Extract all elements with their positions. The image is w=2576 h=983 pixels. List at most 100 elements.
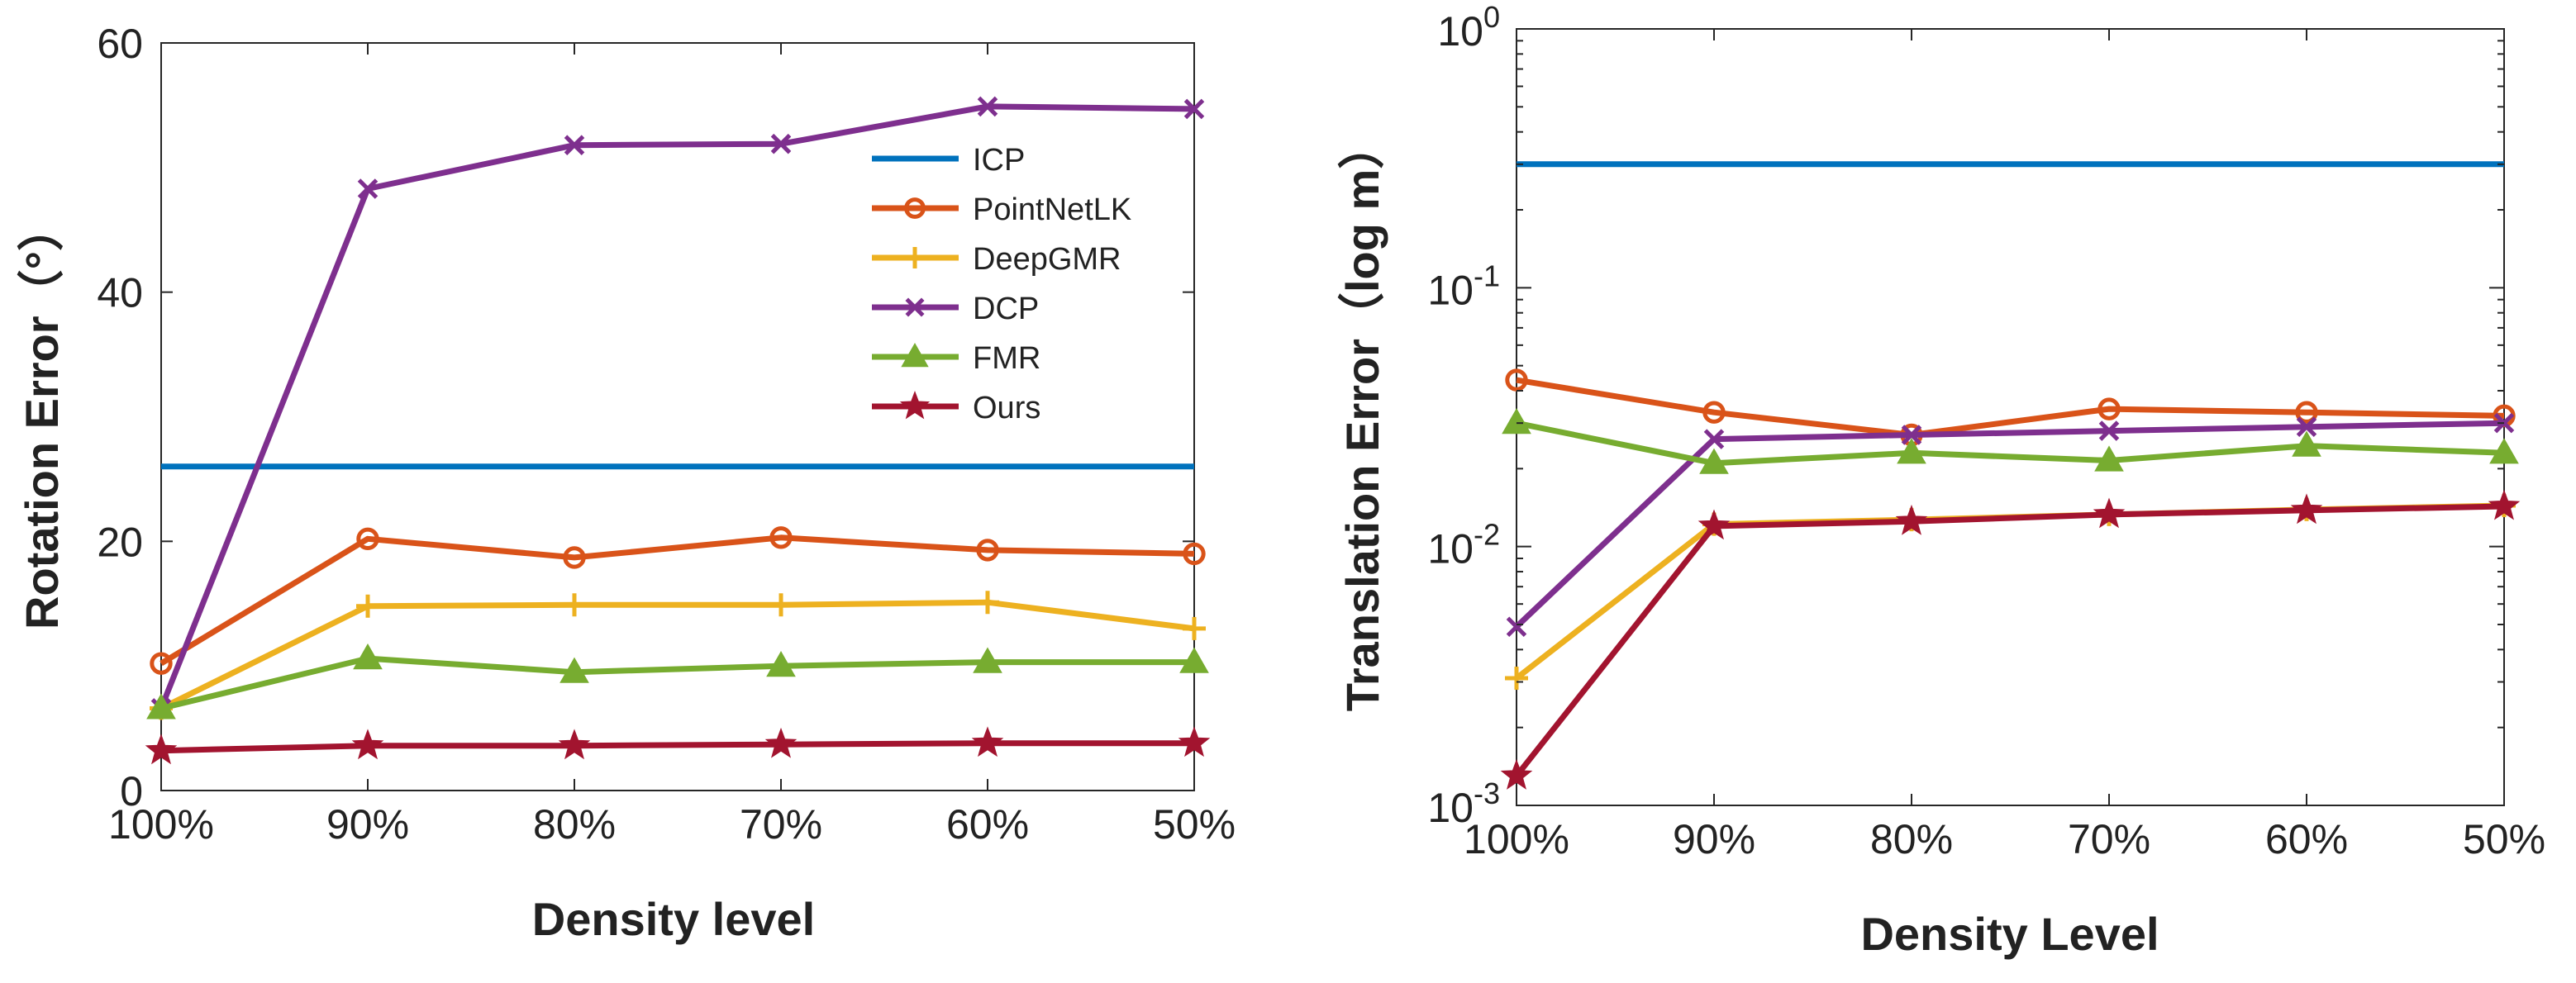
point-pointnetlk xyxy=(1183,542,1206,566)
point-pointnetlk xyxy=(769,526,793,549)
point-deepgmr xyxy=(976,591,999,615)
left-plot-frame xyxy=(160,42,1195,791)
point-fmr xyxy=(1502,408,1531,435)
x-tick-label: 50% xyxy=(2463,816,2545,862)
point-deepgmr xyxy=(769,593,793,617)
legend-marker xyxy=(905,297,925,317)
line-dcp xyxy=(158,103,1195,710)
point-ours xyxy=(971,726,1004,757)
point-fmr xyxy=(559,657,589,683)
point-pointnetlk xyxy=(2295,401,2318,424)
line-pointnetlk xyxy=(1516,377,2505,438)
point-deepgmr xyxy=(1505,667,1528,691)
point-pointnetlk xyxy=(1702,401,1726,424)
left-plot-marks xyxy=(145,96,1211,765)
legend-entry-fmr: FMR xyxy=(872,341,1040,376)
legend-marker xyxy=(904,247,926,268)
point-fmr xyxy=(2292,430,2321,457)
legend-entry-pointnetlk: PointNetLK xyxy=(872,192,1131,227)
legend-label: PointNetLK xyxy=(973,192,1131,227)
point-dcp xyxy=(1506,616,1527,638)
x-tick-label: 80% xyxy=(1870,816,1953,862)
x-tick-label: 70% xyxy=(2068,816,2150,862)
y-tick-label: 10-2 xyxy=(1427,518,1500,572)
line-pointnetlk xyxy=(160,534,1195,667)
series-fmr xyxy=(1502,408,2519,474)
x-tick-label: 100% xyxy=(108,801,214,848)
series-deepgmr xyxy=(1505,494,2516,691)
right-plot-ticks: 100% 90% 80% 70% 60% 50% 10-3 10-2 10-1 100 xyxy=(1427,0,2545,862)
line-ours xyxy=(1514,503,2505,778)
x-tick-label: 60% xyxy=(946,801,1029,848)
legend-label: DeepGMR xyxy=(973,242,1121,277)
line-dcp xyxy=(1514,420,2505,629)
point-ours xyxy=(1500,758,1533,790)
point-deepgmr xyxy=(356,594,379,618)
point-fmr xyxy=(353,643,383,670)
x-tick-label: 80% xyxy=(533,801,616,848)
point-pointnetlk xyxy=(976,539,999,562)
rotation-error-chart: 100% 90% 80% 70% 60% 50% 0 20 40 60 Density level… xyxy=(16,21,1236,945)
y-tick-label: 0 xyxy=(120,768,143,814)
series-dcp xyxy=(1506,412,2515,638)
point-fmr xyxy=(973,647,1002,673)
y-tick-label: 20 xyxy=(97,519,143,565)
point-dcp xyxy=(1901,425,1922,445)
point-ours xyxy=(1697,509,1731,540)
point-ours xyxy=(764,727,798,758)
left-x-axis-label: Density level xyxy=(532,893,815,945)
point-fmr xyxy=(1699,448,1729,474)
y-tick-label: 10-3 xyxy=(1427,776,1500,831)
line-fmr xyxy=(1516,420,2505,467)
point-ours xyxy=(558,729,591,760)
point-fmr xyxy=(1179,647,1209,673)
point-pointnetlk xyxy=(2097,397,2121,420)
point-dcp xyxy=(2098,420,2120,441)
legend-entry-dcp: DCP xyxy=(872,292,1039,326)
right-plot-marks xyxy=(1500,161,2521,790)
point-pointnetlk xyxy=(1505,368,1528,392)
x-tick-label: 60% xyxy=(2265,816,2348,862)
y-tick-label: 40 xyxy=(97,270,143,316)
series-fmr xyxy=(146,643,1209,719)
left-y-axis-label: Rotation Error（°） xyxy=(16,205,68,629)
right-x-axis-label: Density Level xyxy=(1860,908,2159,960)
series-deepgmr xyxy=(150,591,1206,720)
point-fmr xyxy=(2489,438,2519,464)
point-fmr xyxy=(146,693,176,719)
x-tick-label: 100% xyxy=(1464,816,1569,862)
x-tick-label: 50% xyxy=(1153,801,1236,848)
point-ours xyxy=(2093,497,2126,529)
legend-marker xyxy=(904,197,926,219)
point-ours xyxy=(2290,493,2323,525)
legend-entry-ours: Ours xyxy=(872,390,1040,425)
point-pointnetlk xyxy=(150,652,173,675)
point-pointnetlk xyxy=(563,546,586,569)
point-fmr xyxy=(766,651,796,677)
point-ours xyxy=(2488,489,2521,520)
legend-marker xyxy=(899,390,931,420)
right-y-axis-label: Translation Error（log m） xyxy=(1336,123,1388,712)
legend: ICP PointNetLK DeepGMR DCP FMR Ours xyxy=(872,143,1131,425)
point-ours xyxy=(1178,726,1211,757)
point-pointnetlk xyxy=(356,527,379,551)
y-tick-label: 60 xyxy=(97,21,143,67)
point-dcp xyxy=(1183,98,1205,120)
point-fmr xyxy=(1897,438,1926,464)
legend-marker xyxy=(901,343,929,368)
line-deepgmr xyxy=(160,599,1195,711)
point-dcp xyxy=(564,135,585,155)
legend-label: ICP xyxy=(973,143,1025,178)
legend-entry-icp: ICP xyxy=(872,143,1025,178)
series-ours xyxy=(145,726,1211,765)
point-deepgmr xyxy=(1183,616,1206,640)
right-plot-frame xyxy=(1516,28,2505,806)
legend-label: Ours xyxy=(973,391,1040,425)
point-dcp xyxy=(1703,429,1725,449)
series-ours xyxy=(1500,489,2521,790)
point-dcp xyxy=(977,96,998,117)
legend-label: DCP xyxy=(973,292,1039,326)
point-deepgmr xyxy=(563,593,586,617)
point-ours xyxy=(145,734,178,765)
